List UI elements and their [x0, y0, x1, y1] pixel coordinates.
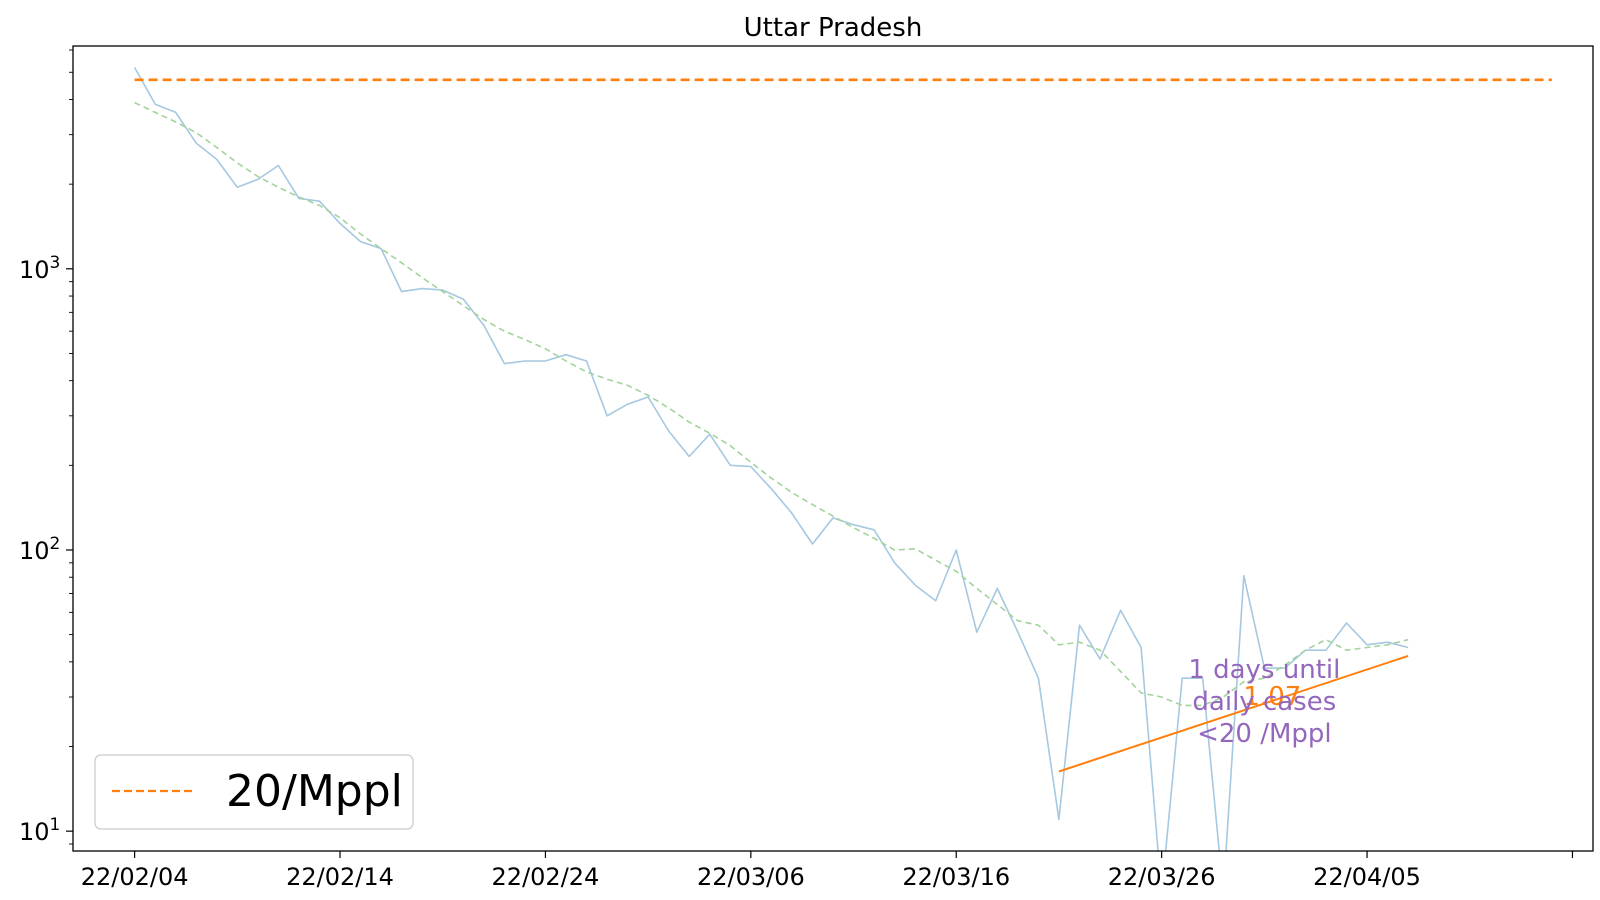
- series-line-smoothed: [134, 101, 1409, 707]
- y-tick-label: 102: [19, 534, 60, 565]
- chart-title: Uttar Pradesh: [744, 13, 923, 43]
- y-axis: 101 102 103: [19, 49, 73, 846]
- legend: 20/Mppl: [94, 754, 414, 830]
- series-line-fit: [1058, 654, 1409, 773]
- series-line-daily: [133, 67, 1409, 851]
- x-axis: 22/02/04 22/02/14 22/02/24 22/03/06 22/03/16…: [81, 851, 1574, 891]
- x-tick-label: 22/02/14: [286, 863, 394, 891]
- y-tick-label: 103: [19, 253, 60, 284]
- x-tick-label: 22/04/05: [1313, 863, 1421, 891]
- x-tick-label: 22/03/06: [697, 863, 805, 891]
- plot-frame: [72, 45, 1594, 852]
- annotation-fit-label: 1.07: [1243, 682, 1301, 712]
- annotation-line: daily cases: [1192, 687, 1336, 717]
- x-tick-label: 22/03/16: [902, 863, 1010, 891]
- annotation-line: 1 days until: [1188, 655, 1340, 685]
- legend-label-threshold: 20/Mppl: [226, 766, 403, 817]
- legend-box: [94, 754, 414, 830]
- plot-area: [133, 67, 1552, 851]
- x-tick-label: 22/02/04: [81, 863, 189, 891]
- y-tick-label: 101: [19, 815, 60, 846]
- annotation-line: <20 /Mppl: [1197, 719, 1332, 749]
- x-tick-label: 22/03/26: [1108, 863, 1216, 891]
- x-tick-label: 22/02/24: [492, 863, 600, 891]
